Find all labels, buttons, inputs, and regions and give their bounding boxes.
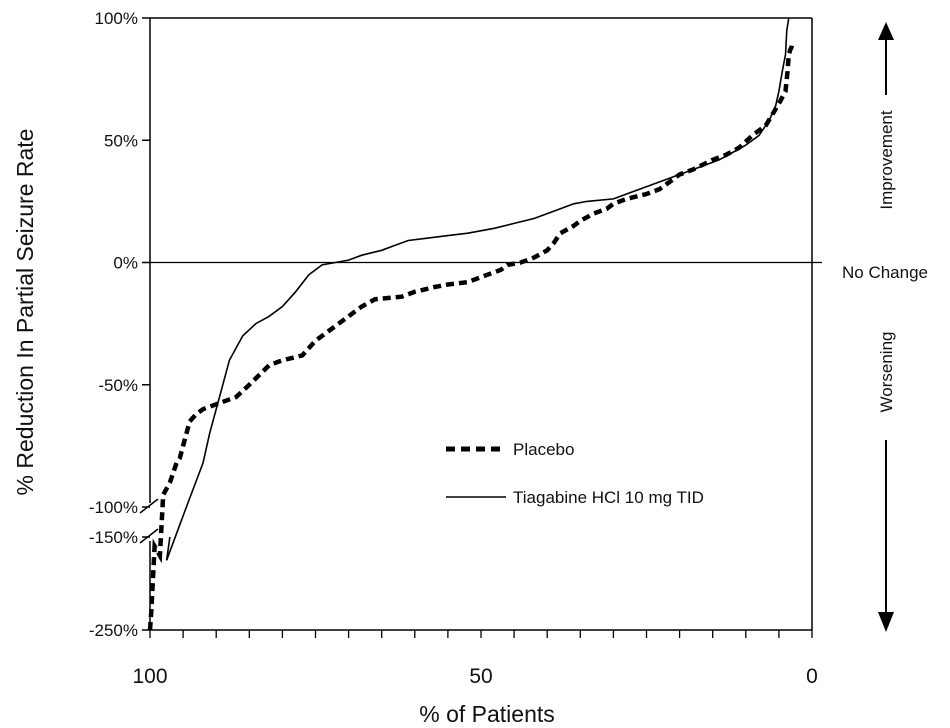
y-tick-label: -50% [98, 376, 138, 395]
improvement-label: Improvement [877, 110, 896, 209]
labels: 100% 50% 0% -50% -100% -150% -250% 100 50 0 % of P… [12, 9, 818, 727]
improvement-arrow-head [878, 22, 894, 40]
x-tick-label: 50 [469, 665, 492, 688]
x-tick-label: 0 [806, 665, 818, 688]
y-tick-label: -100% [89, 498, 138, 517]
side-annotations: Improvement No Change Worsening [842, 22, 928, 632]
x-axis-title: % of Patients [419, 701, 555, 727]
worsening-arrow-head [878, 612, 894, 632]
axes [139, 17, 822, 638]
series-line-tiagabine [165, 17, 790, 561]
series-layer [147, 17, 795, 631]
legend-label: Tiagabine HCl 10 mg TID [513, 488, 704, 507]
y-tick-label: -150% [89, 528, 138, 547]
y-tick-label: 0% [113, 254, 138, 273]
series-line-placebo [147, 42, 795, 631]
no-change-label: No Change [842, 263, 928, 282]
x-tick-label: 100 [132, 665, 167, 688]
y-axis-title: % Reduction In Partial Seizure Rate [12, 129, 38, 496]
y-axis-break-mark [139, 528, 159, 544]
worsening-label: Worsening [877, 332, 896, 413]
y-tick-label: 50% [104, 131, 138, 150]
legend: Placebo Tiagabine HCl 10 mg TID [446, 440, 704, 507]
y-tick-label: 100% [95, 9, 138, 28]
y-tick-label: -250% [89, 621, 138, 640]
y-axis-break-mark [139, 498, 159, 514]
legend-label: Placebo [513, 440, 574, 459]
